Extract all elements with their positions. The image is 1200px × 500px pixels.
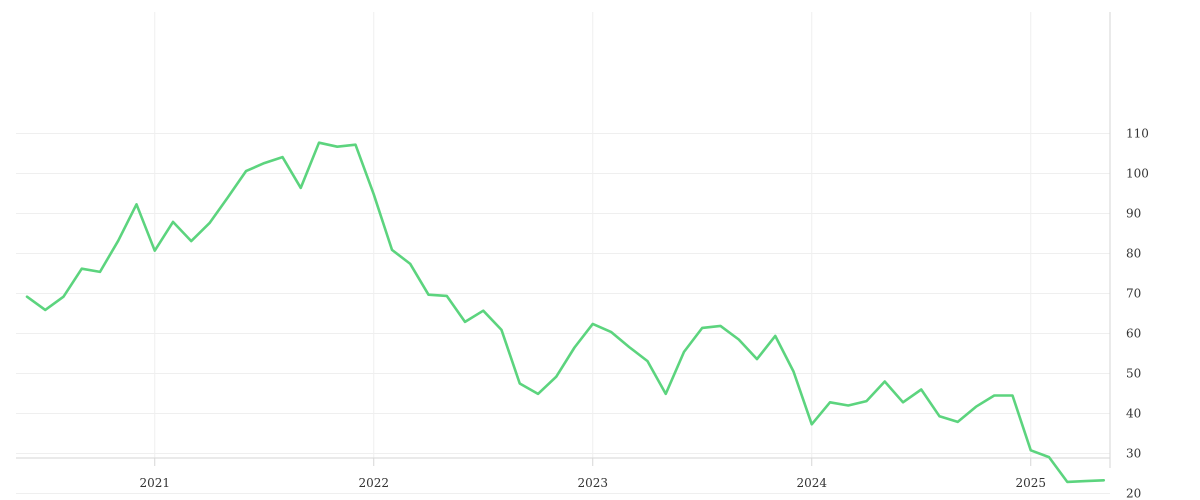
y-tick-label: 20 <box>1126 487 1141 500</box>
x-tick-label: 2023 <box>577 476 608 490</box>
y-tick-label: 80 <box>1126 247 1141 261</box>
x-tick-label: 2024 <box>796 476 827 490</box>
tick-labels: 20 30 40 50 60 70 80 90 100 110 2021 2022 2023 2024 20… <box>139 127 1148 500</box>
y-tick-label: 90 <box>1126 207 1141 221</box>
series-layer <box>25 141 1106 484</box>
y-tick-label: 40 <box>1126 407 1141 421</box>
y-tick-label: 110 <box>1126 127 1149 141</box>
x-tick-label: 2025 <box>1015 476 1046 490</box>
grid <box>16 12 1110 494</box>
x-tick-label: 2022 <box>358 476 389 490</box>
y-tick-label: 100 <box>1126 167 1149 181</box>
y-tick-label: 70 <box>1126 287 1141 301</box>
axes <box>16 12 1111 468</box>
x-tick-label: 2021 <box>139 476 170 490</box>
y-tick-label: 50 <box>1126 367 1141 381</box>
y-tick-label: 30 <box>1126 447 1141 461</box>
series-line <box>25 141 1106 484</box>
y-tick-label: 60 <box>1126 327 1141 341</box>
